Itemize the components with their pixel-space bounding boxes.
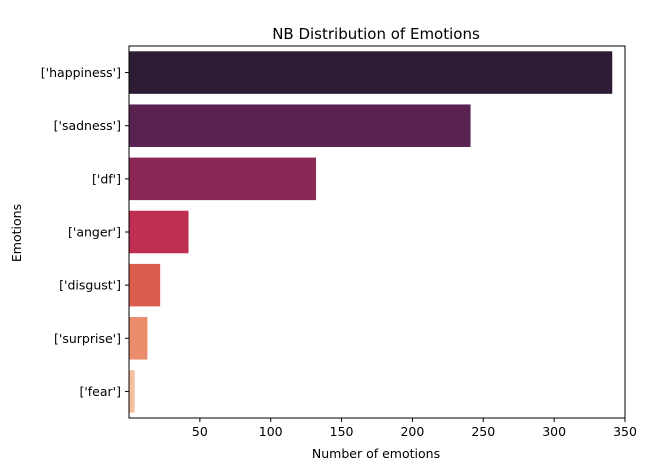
bar	[129, 263, 161, 307]
chart-title: NB Distribution of Emotions	[272, 25, 480, 43]
y-tick-label: ['fear']	[79, 384, 121, 399]
y-tick-label: ['disgust']	[59, 278, 121, 293]
y-tick-label: ['anger']	[68, 225, 121, 240]
y-tick-label: ['df']	[92, 171, 121, 186]
plot-area: ['happiness'] ['sadness'] ['df'] ['anger'] […	[41, 45, 637, 439]
y-tick-label: ['happiness']	[41, 65, 121, 80]
x-tick-label: 150	[330, 424, 354, 439]
bar	[129, 51, 613, 94]
bar	[129, 157, 317, 201]
x-tick-label: 350	[613, 424, 637, 439]
x-tick-label: 200	[400, 424, 424, 439]
y-tick-label: ['sadness']	[54, 118, 121, 133]
y-axis-label: Emotions	[9, 204, 24, 262]
bar	[129, 104, 471, 147]
bar	[129, 210, 189, 254]
plot-frame	[128, 45, 626, 419]
x-tick-label: 50	[192, 424, 208, 439]
bar	[129, 317, 148, 360]
x-tick-label: 100	[259, 424, 283, 439]
bar	[129, 370, 135, 413]
y-tick-label: ['surprise']	[54, 331, 121, 346]
x-tick-label: 300	[542, 424, 566, 439]
x-tick-label: 250	[471, 424, 495, 439]
x-axis-label: Number of emotions	[312, 446, 440, 461]
